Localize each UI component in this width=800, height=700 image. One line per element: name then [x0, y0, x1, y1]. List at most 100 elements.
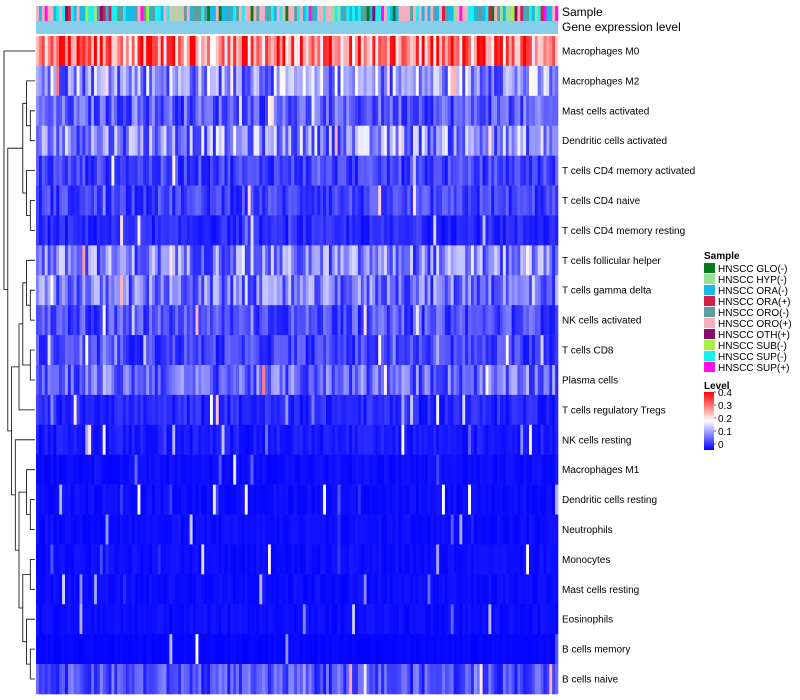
heatmap-cell: [497, 275, 501, 306]
heatmap-cell: [389, 125, 393, 156]
heatmap-cell: [108, 125, 112, 156]
heatmap-cell: [236, 185, 240, 216]
heatmap-cell: [413, 305, 417, 336]
heatmap-cell: [152, 394, 156, 426]
heatmap-cell: [520, 664, 524, 695]
heatmap-cell: [47, 36, 51, 67]
heatmap-cell: [102, 305, 106, 336]
heatmap-cell: [82, 454, 86, 485]
heatmap-cell: [311, 544, 315, 575]
heatmap-cell: [239, 275, 243, 306]
heatmap-cell: [439, 185, 443, 216]
heatmap-cell: [230, 245, 234, 276]
sample-anno-cell: [268, 6, 272, 21]
heatmap-cell: [308, 484, 312, 515]
heatmap-cell: [340, 394, 344, 426]
heatmap-cell: [465, 634, 469, 665]
heatmap-cell: [291, 245, 295, 276]
heatmap-cell: [326, 245, 330, 276]
heatmap-cell: [502, 275, 507, 306]
heatmap-cell: [41, 305, 45, 336]
heatmap-cell: [285, 95, 289, 127]
heatmap-cell: [282, 125, 286, 156]
sample-anno-cell: [346, 6, 350, 21]
heatmap-cell: [415, 245, 420, 276]
heatmap-cell: [99, 514, 103, 545]
heatmap-cell: [415, 604, 420, 635]
heatmap-cell: [140, 514, 144, 545]
heatmap-cell: [297, 454, 301, 485]
heatmap-cell: [381, 215, 385, 246]
heatmap-cell: [555, 394, 559, 426]
heatmap-cell: [279, 185, 283, 216]
heatmap-cell: [230, 514, 234, 545]
heatmap-cell: [270, 155, 275, 186]
heatmap-cell: [221, 245, 225, 276]
heatmap-cell: [36, 125, 40, 156]
sample-anno-cell: [482, 6, 486, 21]
heatmap-cell: [50, 424, 54, 456]
heatmap-cell: [447, 574, 451, 605]
heatmap-cell: [186, 185, 190, 216]
heatmap-cell: [433, 125, 437, 156]
heatmap-cell: [41, 394, 45, 426]
heatmap-cell: [543, 484, 547, 515]
heatmap-cell: [407, 634, 411, 665]
heatmap-cell: [343, 245, 347, 276]
heatmap-cell: [201, 65, 205, 97]
heatmap-cell: [529, 36, 533, 67]
heatmap-cell: [108, 215, 112, 246]
heatmap-cell: [146, 185, 150, 216]
heatmap-cell: [398, 155, 402, 186]
heatmap-cell: [62, 95, 66, 127]
heatmap-cell: [224, 36, 228, 67]
heatmap-cell: [265, 544, 269, 575]
heatmap-cell: [131, 36, 135, 67]
heatmap-cell: [308, 95, 312, 127]
heatmap-cell: [476, 394, 480, 426]
heatmap-cell: [413, 424, 417, 456]
heatmap-cell: [282, 634, 286, 665]
heatmap-cell: [239, 335, 243, 366]
heatmap-cell: [189, 245, 193, 276]
heatmap-cell: [415, 215, 420, 246]
heatmap-cell: [436, 514, 440, 545]
heatmap-cell: [152, 155, 156, 186]
heatmap-cell: [256, 335, 260, 366]
heatmap-cell: [253, 514, 257, 545]
heatmap-cell: [384, 305, 388, 336]
heatmap-cell: [94, 155, 98, 186]
heatmap-cell: [230, 544, 234, 575]
heatmap-cell: [117, 185, 121, 216]
heatmap-cell: [36, 245, 40, 276]
heatmap-cell: [204, 454, 208, 485]
heatmap-cell: [511, 484, 515, 515]
heatmap-cell: [186, 365, 190, 396]
heatmap-cell: [546, 484, 550, 515]
heatmap-cell: [204, 514, 208, 545]
heatmap-cell: [256, 365, 260, 396]
heatmap-cell: [349, 424, 353, 456]
heatmap-cell: [479, 245, 483, 276]
heatmap-cell: [50, 604, 54, 635]
heatmap-cell: [479, 275, 483, 306]
heatmap-cell: [99, 245, 103, 276]
heatmap-cell: [328, 215, 333, 246]
heatmap-cell: [552, 245, 556, 276]
heatmap-cell: [120, 484, 124, 515]
heatmap-cell: [375, 36, 379, 67]
heatmap-cell: [555, 245, 559, 276]
heatmap-cell: [372, 245, 376, 276]
heatmap-cell: [401, 424, 405, 456]
heatmap-cell: [41, 634, 45, 665]
heatmap-cell: [114, 454, 118, 485]
heatmap-cell: [186, 215, 190, 246]
heatmap-cell: [276, 185, 280, 216]
heatmap-cell: [357, 215, 362, 246]
heatmap-cell: [36, 275, 40, 306]
heatmap-cell: [96, 365, 101, 396]
heatmap-cell: [175, 424, 179, 456]
heatmap-cell: [465, 36, 469, 67]
heatmap-cell: [108, 544, 112, 575]
heatmap-cell: [111, 664, 115, 695]
